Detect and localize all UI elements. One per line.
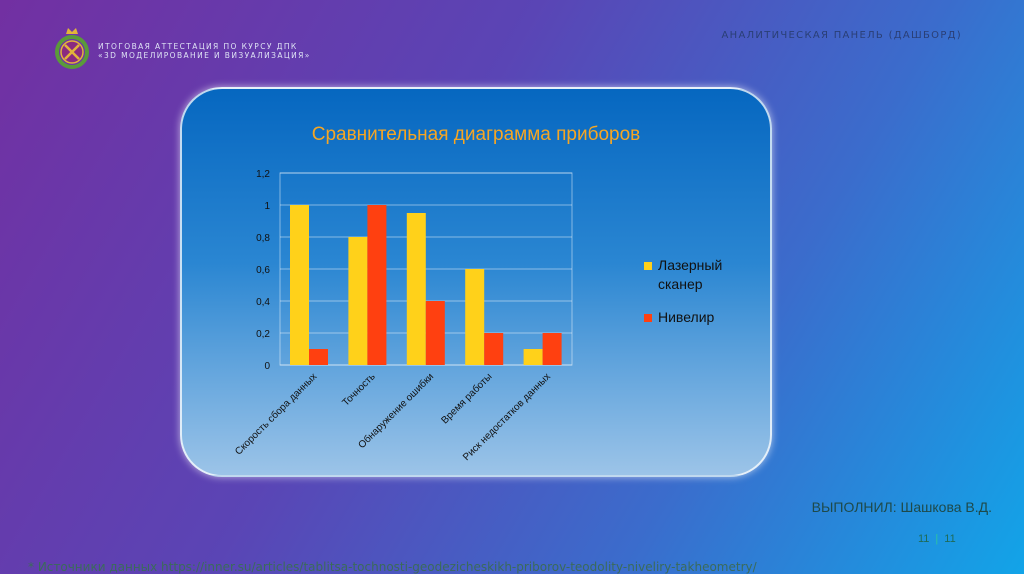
x-category-label: Точность <box>340 371 377 408</box>
course-line-2: «3D МОДЕЛИРОВАНИЕ И ВИЗУАЛИЗАЦИЯ» <box>98 51 311 60</box>
x-category-label: Скорость сбора данных <box>233 371 320 458</box>
y-tick-label: 0,2 <box>256 329 270 340</box>
course-header: ИТОГОВАЯ АТТЕСТАЦИЯ ПО КУРСУ ДПК «3D МОД… <box>98 42 311 60</box>
legend-label: Лазерный сканер <box>658 257 723 292</box>
legend-swatch <box>644 314 652 322</box>
y-tick-label: 0,8 <box>256 233 270 244</box>
bar-level <box>367 205 387 365</box>
bar-level <box>425 301 445 365</box>
bar-level <box>309 349 328 365</box>
page-number: 11 | 11 <box>918 533 956 545</box>
y-tick-label: 0 <box>264 361 270 372</box>
page-current: 11 <box>918 533 930 545</box>
university-emblem-logo <box>55 28 89 69</box>
bar-level <box>484 333 504 365</box>
y-tick-label: 1 <box>264 201 270 212</box>
bar-level <box>542 333 562 365</box>
legend-swatch <box>644 262 652 270</box>
y-tick-label: 1,2 <box>256 169 270 180</box>
dashboard-title: АНАЛИТИЧЕСКАЯ ПАНЕЛЬ (ДАШБОРД) <box>721 30 962 41</box>
legend-label: Нивелир <box>658 309 715 325</box>
y-tick-label: 0,4 <box>256 297 270 308</box>
author-label: ВЫПОЛНИЛ: Шашкова В.Д. <box>811 499 992 515</box>
bar-laser-scanner <box>523 349 543 365</box>
bar-laser-scanner <box>290 205 309 365</box>
course-line-1: ИТОГОВАЯ АТТЕСТАЦИЯ ПО КУРСУ ДПК <box>98 42 298 51</box>
source-footnote: * Источники данных https://inner.su/arti… <box>28 560 757 574</box>
bar-laser-scanner <box>465 269 485 365</box>
bar-laser-scanner <box>348 237 368 365</box>
chart-legend: Лазерный сканер Нивелир <box>644 256 758 341</box>
y-tick-label: 0,6 <box>256 265 270 276</box>
bar-laser-scanner <box>406 213 426 365</box>
chart-title: Сравнительная диаграмма приборов <box>311 124 641 145</box>
legend-item-laser-scanner: Лазерный сканер <box>644 256 758 294</box>
x-category-label: Время работы <box>439 371 495 427</box>
legend-item-level: Нивелир <box>644 308 758 327</box>
page-total: 11 <box>944 533 956 545</box>
